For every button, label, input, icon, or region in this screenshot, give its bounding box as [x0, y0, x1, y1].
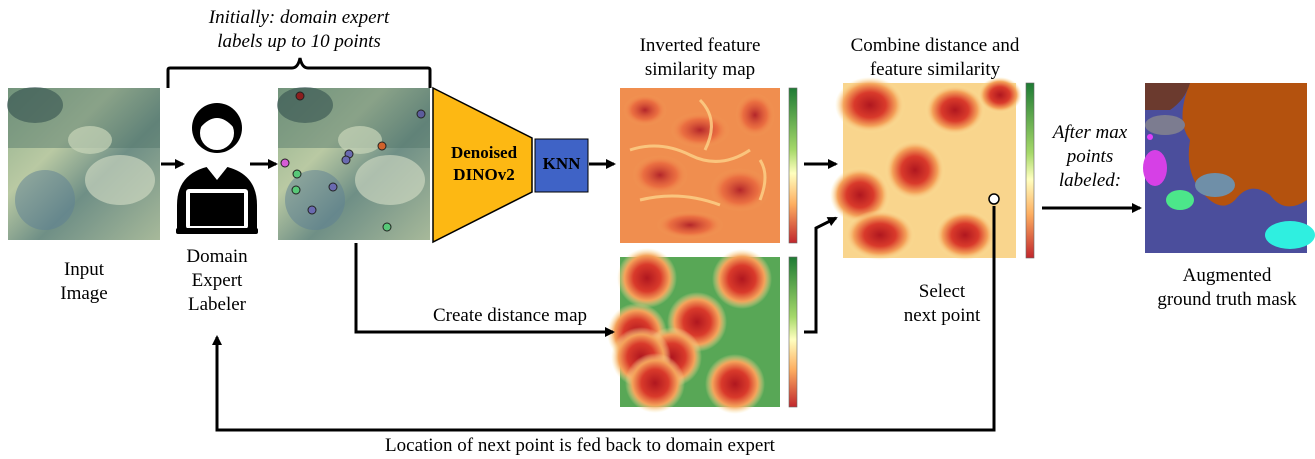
- label-point: [341, 155, 351, 165]
- label-point: [291, 185, 301, 195]
- label-point: [416, 109, 426, 119]
- feature-map-title: Inverted feature similarity map: [639, 35, 761, 80]
- feedback-label: Location of next point is fed back to do…: [385, 435, 775, 456]
- colorbar: [788, 87, 798, 244]
- top-note: Initially: domain expert labels up to 10…: [208, 7, 390, 52]
- combined-map: [830, 77, 1022, 260]
- colorbar: [788, 256, 798, 408]
- label-point: [280, 158, 290, 168]
- dinov2-block: [432, 86, 533, 244]
- label-point: [377, 141, 387, 151]
- model-label: Denoised DINOv2: [450, 143, 518, 184]
- annotated-image: [277, 87, 430, 240]
- labeler-label: Domain Expert Labeler: [186, 246, 248, 315]
- mask-label: Augmented ground truth mask: [1157, 265, 1297, 310]
- input-image-label: Input Image: [60, 259, 108, 304]
- person-laptop-icon: [176, 103, 258, 234]
- distance-map: [607, 248, 780, 414]
- augmented-mask: [1143, 83, 1315, 253]
- distance-label: Create distance map: [432, 305, 588, 326]
- after-label: After max points labeled:: [1052, 122, 1128, 191]
- label-point: [307, 205, 317, 215]
- label-point: [295, 91, 305, 101]
- feature-similarity-map: [620, 88, 780, 243]
- select-label: Select next point: [903, 281, 981, 326]
- combine-title: Combine distance and feature similarity: [850, 35, 1020, 80]
- label-point: [328, 182, 338, 192]
- top-brace: [166, 57, 432, 88]
- label-point: [292, 169, 302, 179]
- knn-label: KNN: [542, 154, 581, 173]
- colorbar: [1025, 82, 1035, 259]
- next-point-marker: [988, 193, 1000, 205]
- knn-block: [534, 138, 589, 193]
- input-image: [7, 87, 160, 240]
- label-point: [382, 222, 392, 232]
